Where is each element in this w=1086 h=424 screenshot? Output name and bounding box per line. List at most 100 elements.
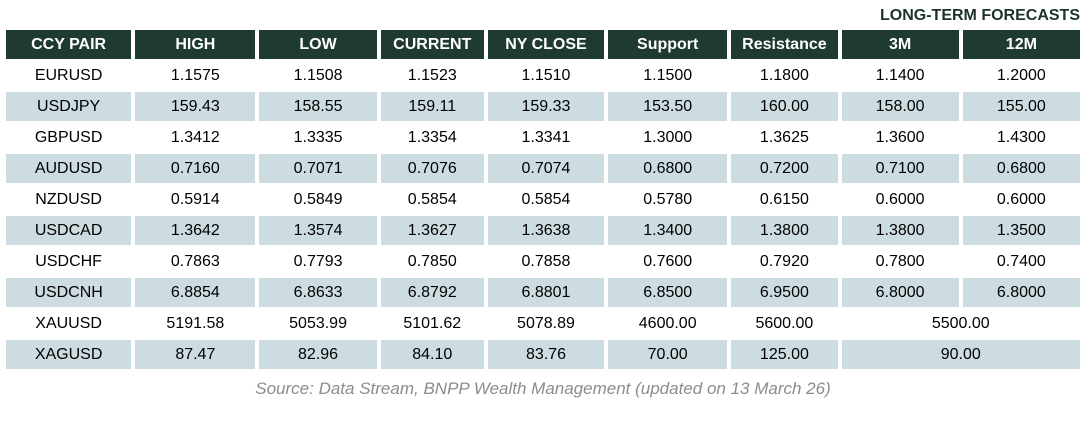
value-cell: 158.55 xyxy=(259,92,377,121)
value-cell: 159.43 xyxy=(135,92,256,121)
value-cell: 82.96 xyxy=(259,340,377,369)
value-cell: 153.50 xyxy=(608,92,728,121)
value-cell: 1.3400 xyxy=(608,216,728,245)
table-row-usdcad: USDCAD 1.3642 1.3574 1.3627 1.3638 1.3400 1.38… xyxy=(6,216,1080,245)
table-row-audusd: AUDUSD 0.7160 0.7071 0.7076 0.7074 0.6800 0.72… xyxy=(6,154,1080,183)
value-cell: 0.5854 xyxy=(380,185,484,214)
value-cell: 0.7071 xyxy=(259,154,377,183)
value-cell: 155.00 xyxy=(962,92,1080,121)
merged-forecast-cell: 5500.00 xyxy=(841,309,1080,338)
pair-cell: USDCAD xyxy=(6,216,132,245)
value-cell: 6.8500 xyxy=(608,278,728,307)
value-cell: 1.1523 xyxy=(380,61,484,90)
value-cell: 1.3341 xyxy=(487,123,605,152)
table-row-xauusd: XAUUSD 5191.58 5053.99 5101.62 5078.89 4600.0… xyxy=(6,309,1080,338)
value-cell: 158.00 xyxy=(841,92,959,121)
value-cell: 5600.00 xyxy=(731,309,838,338)
value-cell: 0.7863 xyxy=(135,247,256,276)
value-cell: 0.7793 xyxy=(259,247,377,276)
value-cell: 1.3627 xyxy=(380,216,484,245)
merged-forecast-cell: 90.00 xyxy=(841,340,1080,369)
value-cell: 0.6150 xyxy=(731,185,838,214)
value-cell: 0.7074 xyxy=(487,154,605,183)
pair-cell: GBPUSD xyxy=(6,123,132,152)
table-body: EURUSD 1.1575 1.1508 1.1523 1.1510 1.1500 1.18… xyxy=(6,61,1080,369)
value-cell: 0.5849 xyxy=(259,185,377,214)
column-header-12m: 12M xyxy=(962,30,1080,59)
value-cell: 1.1400 xyxy=(841,61,959,90)
value-cell: 1.4300 xyxy=(962,123,1080,152)
column-header-3m: 3M xyxy=(841,30,959,59)
value-cell: 1.3354 xyxy=(380,123,484,152)
value-cell: 1.3625 xyxy=(731,123,838,152)
column-header-support: Support xyxy=(608,30,728,59)
value-cell: 0.5780 xyxy=(608,185,728,214)
value-cell: 0.6800 xyxy=(962,154,1080,183)
column-header-ccy-pair: CCY PAIR xyxy=(6,30,132,59)
value-cell: 0.7400 xyxy=(962,247,1080,276)
pair-cell: NZDUSD xyxy=(6,185,132,214)
value-cell: 1.3638 xyxy=(487,216,605,245)
pair-cell: XAGUSD xyxy=(6,340,132,369)
value-cell: 70.00 xyxy=(608,340,728,369)
table-row-usdchf: USDCHF 0.7863 0.7793 0.7850 0.7858 0.7600 0.79… xyxy=(6,247,1080,276)
table-row-usdcnh: USDCNH 6.8854 6.8633 6.8792 6.8801 6.8500 6.95… xyxy=(6,278,1080,307)
fx-forecast-table: CCY PAIR HIGH LOW CURRENT NY CLOSE Support Res… xyxy=(2,28,1084,371)
value-cell: 87.47 xyxy=(135,340,256,369)
value-cell: 5191.58 xyxy=(135,309,256,338)
value-cell: 0.7850 xyxy=(380,247,484,276)
value-cell: 6.9500 xyxy=(731,278,838,307)
column-header-high: HIGH xyxy=(135,30,256,59)
pair-cell: XAUUSD xyxy=(6,309,132,338)
value-cell: 1.3800 xyxy=(731,216,838,245)
value-cell: 5053.99 xyxy=(259,309,377,338)
value-cell: 5078.89 xyxy=(487,309,605,338)
value-cell: 1.2000 xyxy=(962,61,1080,90)
value-cell: 6.8633 xyxy=(259,278,377,307)
value-cell: 6.8801 xyxy=(487,278,605,307)
value-cell: 0.7200 xyxy=(731,154,838,183)
value-cell: 160.00 xyxy=(731,92,838,121)
value-cell: 1.3800 xyxy=(841,216,959,245)
value-cell: 1.3412 xyxy=(135,123,256,152)
pair-cell: USDCNH xyxy=(6,278,132,307)
value-cell: 0.7076 xyxy=(380,154,484,183)
table-row-usdjpy: USDJPY 159.43 158.55 159.11 159.33 153.50 160.… xyxy=(6,92,1080,121)
value-cell: 0.6800 xyxy=(608,154,728,183)
value-cell: 6.8854 xyxy=(135,278,256,307)
column-header-current: CURRENT xyxy=(380,30,484,59)
value-cell: 4600.00 xyxy=(608,309,728,338)
pair-cell: USDJPY xyxy=(6,92,132,121)
table-row-nzdusd: NZDUSD 0.5914 0.5849 0.5854 0.5854 0.5780 0.61… xyxy=(6,185,1080,214)
source-caption: Source: Data Stream, BNPP Wealth Managem… xyxy=(255,379,831,398)
value-cell: 0.7160 xyxy=(135,154,256,183)
value-cell: 0.5914 xyxy=(135,185,256,214)
value-cell: 1.3574 xyxy=(259,216,377,245)
value-cell: 1.3600 xyxy=(841,123,959,152)
value-cell: 0.7100 xyxy=(841,154,959,183)
value-cell: 83.76 xyxy=(487,340,605,369)
value-cell: 6.8000 xyxy=(962,278,1080,307)
pair-cell: USDCHF xyxy=(6,247,132,276)
value-cell: 1.1508 xyxy=(259,61,377,90)
value-cell: 6.8792 xyxy=(380,278,484,307)
value-cell: 159.33 xyxy=(487,92,605,121)
pair-cell: EURUSD xyxy=(6,61,132,90)
value-cell: 0.7920 xyxy=(731,247,838,276)
table-row-gbpusd: GBPUSD 1.3412 1.3335 1.3354 1.3341 1.3000 1.36… xyxy=(6,123,1080,152)
value-cell: 125.00 xyxy=(731,340,838,369)
pair-cell: AUDUSD xyxy=(6,154,132,183)
value-cell: 0.7600 xyxy=(608,247,728,276)
column-header-ny-close: NY CLOSE xyxy=(487,30,605,59)
table-row-eurusd: EURUSD 1.1575 1.1508 1.1523 1.1510 1.1500 1.18… xyxy=(6,61,1080,90)
page-title: LONG-TERM FORECASTS xyxy=(880,7,1080,24)
value-cell: 1.3642 xyxy=(135,216,256,245)
value-cell: 1.3335 xyxy=(259,123,377,152)
value-cell: 1.3000 xyxy=(608,123,728,152)
value-cell: 1.1575 xyxy=(135,61,256,90)
value-cell: 0.5854 xyxy=(487,185,605,214)
table-header: CCY PAIR HIGH LOW CURRENT NY CLOSE Support Res… xyxy=(6,30,1080,59)
value-cell: 1.1500 xyxy=(608,61,728,90)
header-row: CCY PAIR HIGH LOW CURRENT NY CLOSE Support Res… xyxy=(6,30,1080,59)
